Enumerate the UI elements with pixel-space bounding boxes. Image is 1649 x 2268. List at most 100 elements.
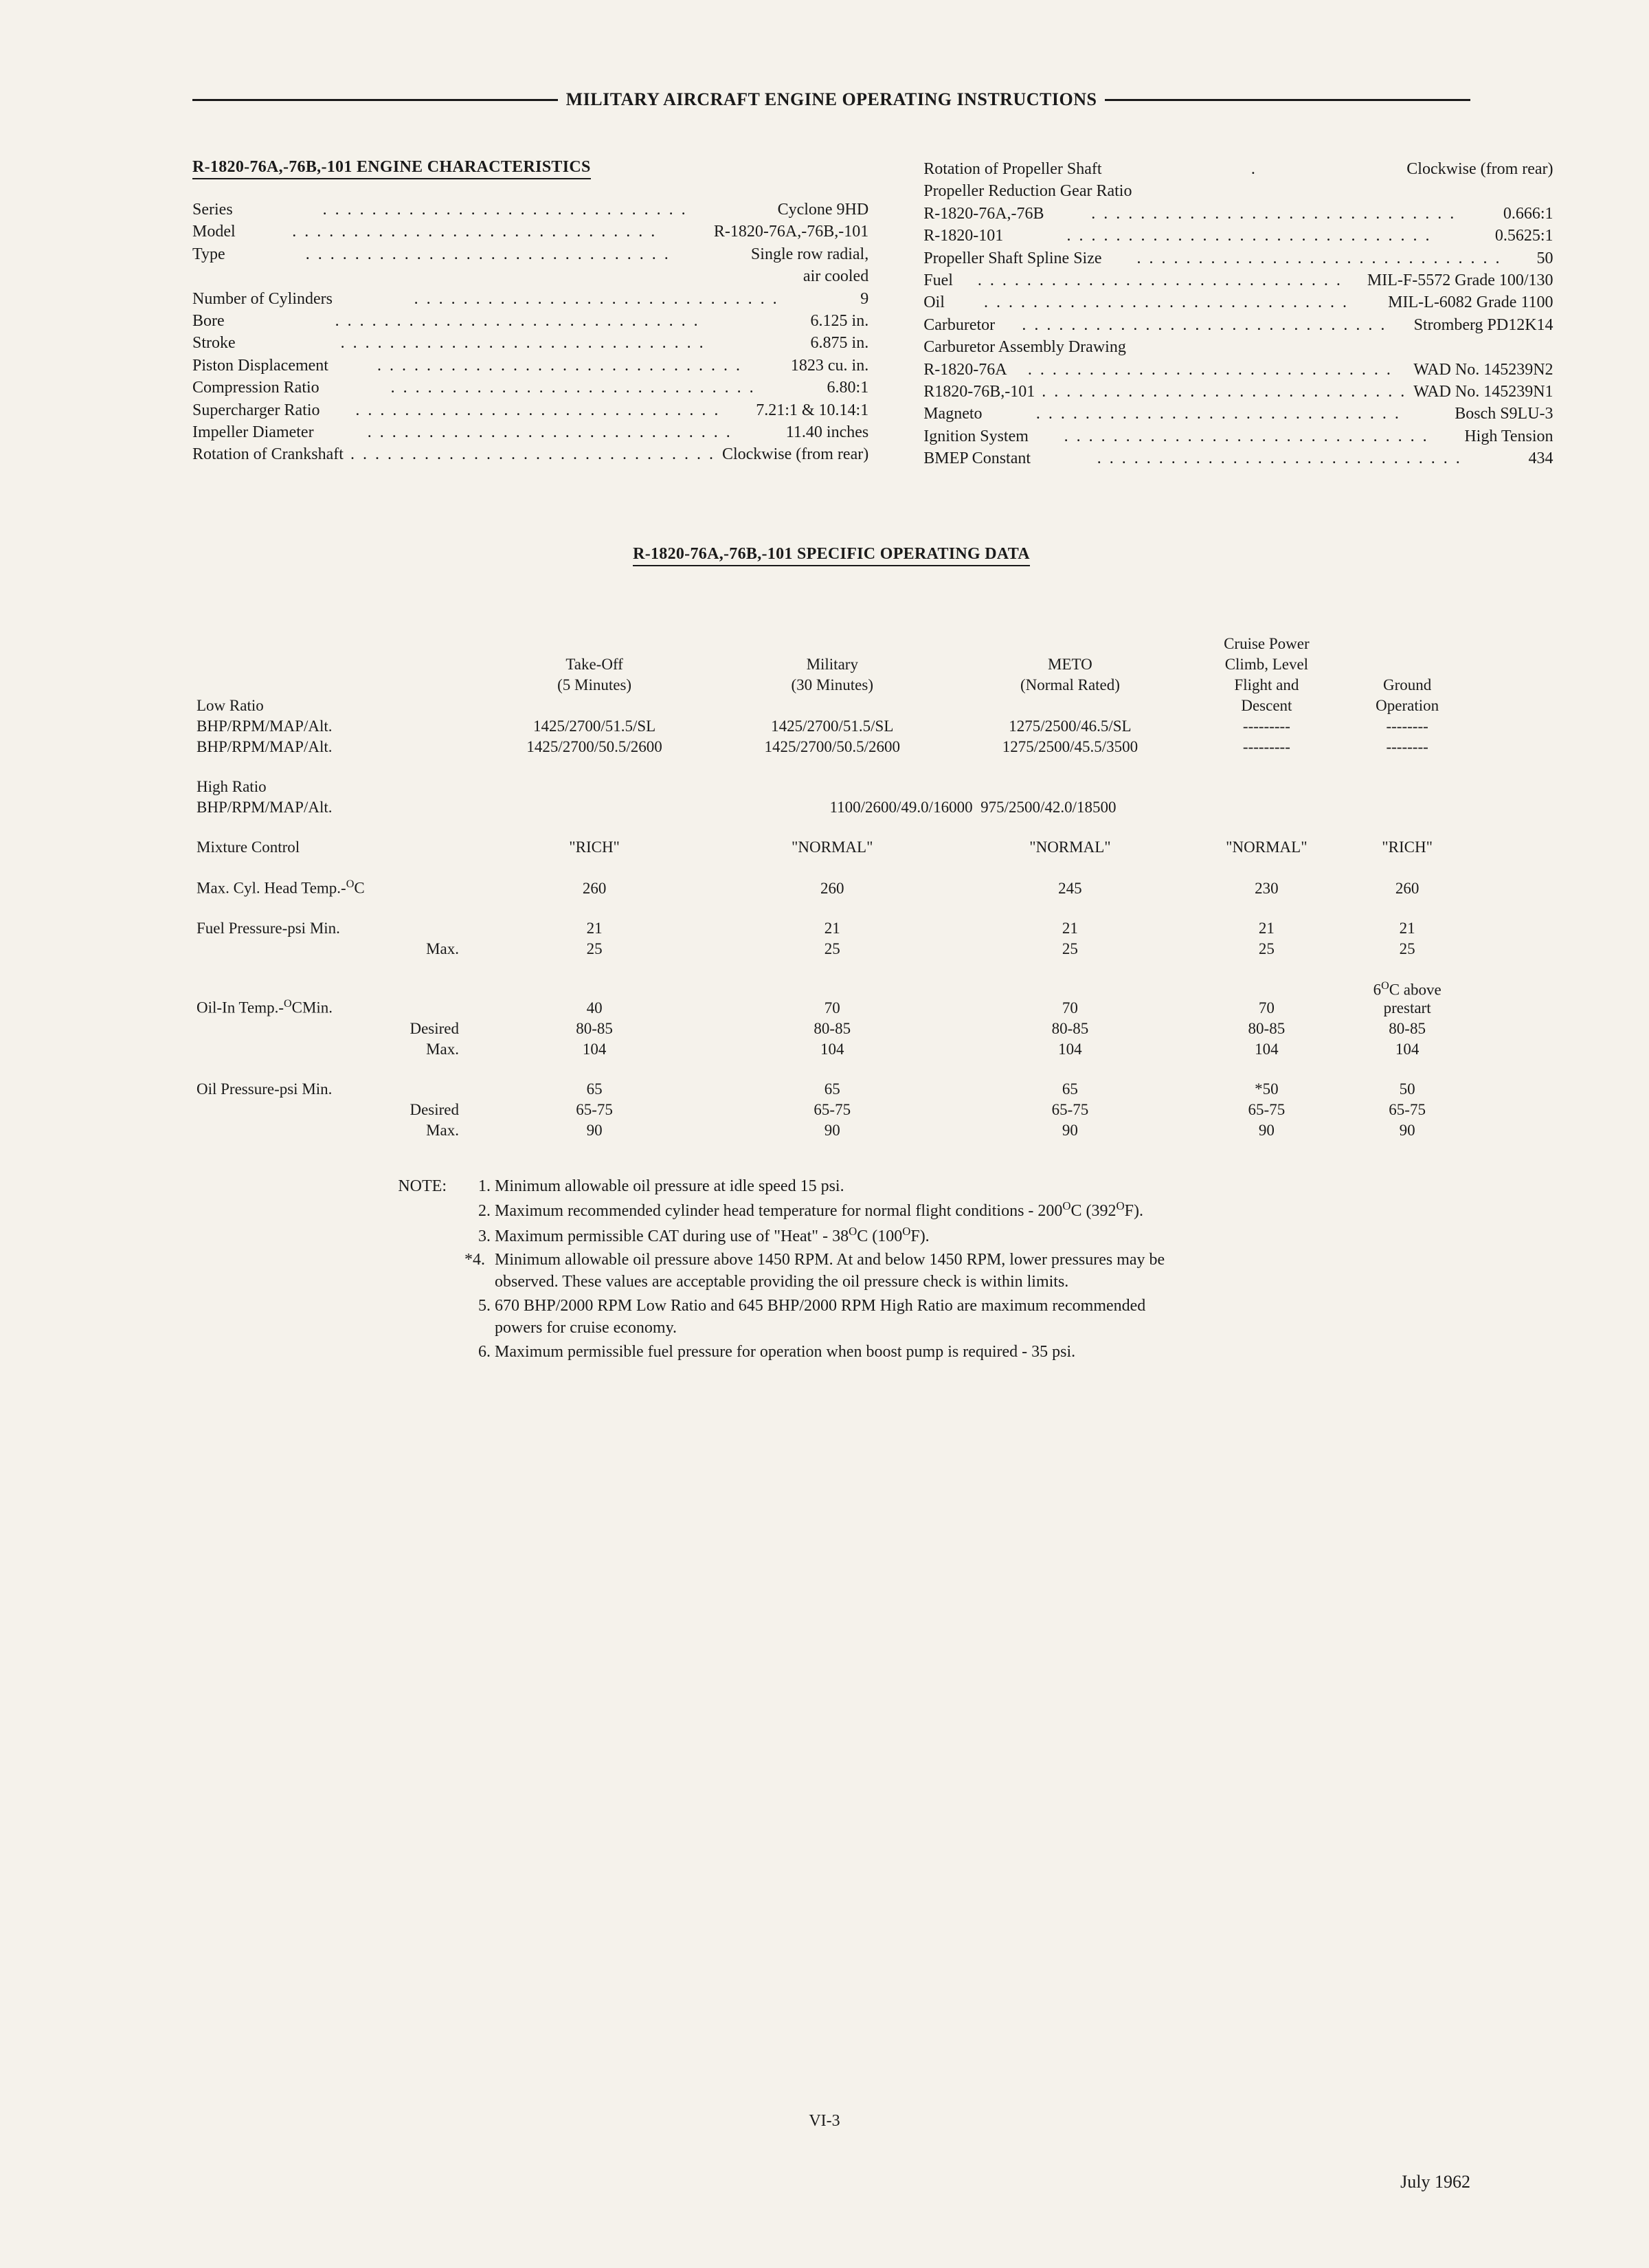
op-cell: 90 [1189, 1120, 1345, 1141]
op-cell: 70 [951, 979, 1189, 1019]
spec-dots: . . . . . . . . . . . . . . . . . . . . … [225, 243, 751, 265]
spec-row: Type . . . . . . . . . . . . . . . . . .… [192, 243, 868, 265]
op-cell: 80-85 [713, 1019, 951, 1039]
spec-value: MIL-L-6082 Grade 1100 [1388, 291, 1553, 313]
op-cell: 70 [713, 979, 951, 1019]
spec-value: WAD No. 145239N1 [1413, 381, 1553, 403]
spec-value: Stromberg PD12K14 [1414, 314, 1553, 336]
op-cell: 1425/2700/50.5/2600 [713, 737, 951, 757]
note-item: Minimum allowable oil pressure at idle s… [495, 1175, 1182, 1197]
page: MILITARY AIRCRAFT ENGINE OPERATING INSTR… [0, 0, 1649, 2268]
col-takeoff-1: Take-Off [475, 654, 713, 675]
spec-dots: . . . . . . . . . . . . . . . . . . . . … [1102, 247, 1537, 269]
low-ratio-label: Low Ratio [192, 696, 475, 716]
note-item: Maximum permissible CAT during use of "H… [495, 1224, 1182, 1247]
spec-label: Propeller Shaft Spline Size [923, 247, 1101, 269]
spec-label: R-1820-76A,-76B [923, 203, 1044, 225]
spec-row: air cooled [192, 265, 868, 287]
note-item: Minimum allowable oil pressure above 145… [495, 1249, 1182, 1293]
spec-label: BMEP Constant [923, 447, 1031, 469]
spec-row: Carburetor Assembly Drawing [923, 336, 1553, 358]
op-cell: 25 [1344, 939, 1470, 959]
spec-dots: . . . . . . . . . . . . . . . . . . . . … [1029, 425, 1464, 447]
spec-label: Propeller Reduction Gear Ratio [923, 180, 1132, 202]
spec-dots: . . . . . . . . . . . . . . . . . . . . … [236, 221, 714, 243]
col-military-1: Military [713, 654, 951, 675]
op-cell: *50 [1189, 1079, 1345, 1100]
op-cell: 80-85 [1189, 1019, 1345, 1039]
note-item: Maximum recommended cylinder head temper… [495, 1199, 1182, 1222]
spec-value: R-1820-76A,-76B,-101 [714, 221, 868, 243]
spec-row: Piston Displacement . . . . . . . . . . … [192, 355, 868, 377]
high-ratio-label: High Ratio [192, 777, 475, 797]
spec-label: Supercharger Ratio [192, 399, 320, 421]
op-data-row: Oil-In Temp.-OCMin.407070706OC abovepres… [192, 979, 1470, 1019]
spec-row: Model . . . . . . . . . . . . . . . . . … [192, 221, 868, 243]
op-cell: -------- [1344, 716, 1470, 737]
op-cell: --------- [1189, 716, 1345, 737]
op-cell: 104 [951, 1039, 1189, 1060]
spec-dots: . . . . . . . . . . . . . . . . . . . . … [319, 377, 827, 399]
row-label-empty: Max. [192, 1039, 475, 1060]
spec-value: 0.5625:1 [1495, 225, 1553, 247]
op-cell: "RICH" [475, 837, 713, 858]
specs-right-column: Rotation of Propeller Shaft.Clockwise (f… [923, 158, 1553, 469]
spec-row: Bore . . . . . . . . . . . . . . . . . .… [192, 310, 868, 332]
row-label-empty: Desired [192, 1100, 475, 1120]
specs-left-column: R-1820-76A,-76B,-101 ENGINE CHARACTERIST… [192, 158, 868, 469]
row-label: Fuel Pressure-psi Min. [192, 918, 475, 939]
op-cell: 1425/2700/51.5/SL [475, 716, 713, 737]
spec-row: Rotation of Propeller Shaft.Clockwise (f… [923, 158, 1553, 180]
spec-label: Carburetor Assembly Drawing [923, 336, 1126, 358]
spec-value: 9 [860, 288, 868, 310]
op-cell: 21 [1189, 918, 1345, 939]
op-data-row: Oil Pressure-psi Min.656565*5050 [192, 1079, 1470, 1100]
spec-label: R1820-76B,-101 [923, 381, 1035, 403]
row-label: Oil Pressure-psi Min. [192, 1079, 475, 1100]
spec-row: Propeller Shaft Spline Size . . . . . . … [923, 247, 1553, 269]
operating-data-table: Cruise Power Take-Off Military METO Clim… [192, 634, 1470, 1140]
op-cell: 90 [951, 1120, 1189, 1141]
op-cell: 25 [951, 939, 1189, 959]
engine-char-title: R-1820-76A,-76B,-101 ENGINE CHARACTERIST… [192, 158, 591, 179]
op-data-row: Desired65-7565-7565-7565-7565-75 [192, 1100, 1470, 1120]
spec-dots: . . . . . . . . . . . . . . . . . . . . … [320, 399, 756, 421]
spec-dots: . . . . . . . . . . . . . . . . . . . . … [314, 421, 786, 443]
spec-dots: . . . . . . . . . . . . . . . . . . . . … [328, 355, 791, 377]
specs-left-list: Series . . . . . . . . . . . . . . . . .… [192, 199, 868, 466]
col-cruise-3: Descent [1189, 696, 1345, 716]
op-data-row: Mixture Control"RICH""NORMAL""NORMAL""NO… [192, 837, 1470, 858]
spec-row: R1820-76B,-101 . . . . . . . . . . . . .… [923, 381, 1553, 403]
spec-value: 1823 cu. in. [791, 355, 868, 377]
row-label-empty: Max. [192, 1120, 475, 1141]
row-sublabel: Desired [197, 1101, 471, 1119]
op-data-title-wrap: R-1820-76A,-76B,-101 SPECIFIC OPERATING … [192, 545, 1470, 586]
op-cell: 65-75 [713, 1100, 951, 1120]
spec-row: Series . . . . . . . . . . . . . . . . .… [192, 199, 868, 221]
specs-right-list: Rotation of Propeller Shaft.Clockwise (f… [923, 158, 1553, 469]
col-meto-1: METO [951, 654, 1189, 675]
op-data-row: Max.9090909090 [192, 1120, 1470, 1141]
spec-label: Type [192, 243, 225, 265]
header-rule-right [1105, 99, 1470, 101]
op-cell: 25 [713, 939, 951, 959]
op-cell: 65 [951, 1079, 1189, 1100]
op-cell: 65 [475, 1079, 713, 1100]
op-data-row: Max. Cyl. Head Temp.-OC260260245230260 [192, 877, 1470, 899]
spec-dots: . . . . . . . . . . . . . . . . . . . . … [344, 443, 722, 465]
spec-row: Ignition System . . . . . . . . . . . . … [923, 425, 1553, 447]
header-title: MILITARY AIRCRAFT ENGINE OPERATING INSTR… [558, 89, 1106, 110]
spec-value: 434 [1529, 447, 1553, 469]
spec-row: Propeller Reduction Gear Ratio [923, 180, 1553, 202]
spec-value: Cyclone 9HD [778, 199, 869, 221]
op-cell: 230 [1189, 877, 1345, 899]
op-data-row: Fuel Pressure-psi Min.2121212121 [192, 918, 1470, 939]
spec-value: WAD No. 145239N2 [1413, 359, 1553, 381]
op-cell: --------- [1189, 737, 1345, 757]
low-ratio-row: BHP/RPM/MAP/Alt.1425/2700/51.5/SL1425/27… [192, 716, 1470, 737]
col-meto-2: (Normal Rated) [951, 675, 1189, 696]
op-cell: 90 [475, 1120, 713, 1141]
op-data-title: R-1820-76A,-76B,-101 SPECIFIC OPERATING … [633, 545, 1030, 566]
op-cell: 1275/2500/46.5/SL [951, 716, 1189, 737]
spec-label: Carburetor [923, 314, 995, 336]
